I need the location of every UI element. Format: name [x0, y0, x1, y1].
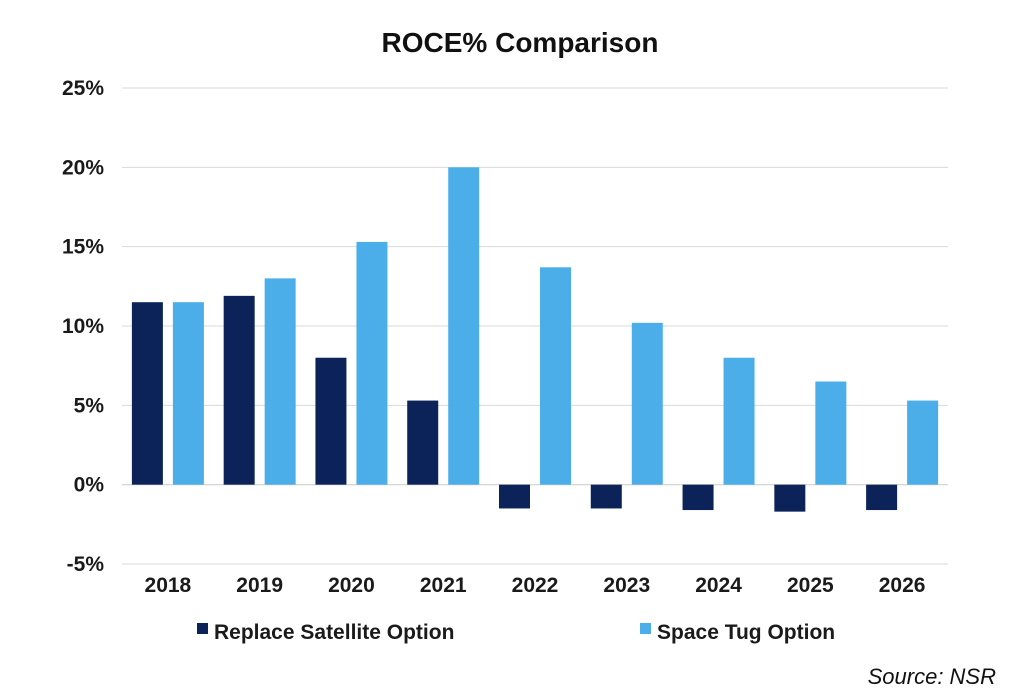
bar-space-tug-2022	[540, 267, 571, 485]
y-tick-label: 0%	[74, 474, 105, 497]
x-tick-label: 2023	[603, 574, 650, 597]
bar-space-tug-2026	[907, 400, 939, 485]
bar-replace-satellite-2022	[499, 484, 530, 509]
legend-swatch	[197, 623, 208, 634]
gridlines	[122, 87, 948, 565]
bar-space-tug-2023	[631, 322, 663, 485]
bar-replace-satellite-2021	[407, 400, 439, 485]
y-tick-label: 15%	[62, 236, 104, 259]
x-tick-label: 2026	[879, 574, 926, 597]
x-tick-label: 2024	[695, 574, 742, 597]
bar-replace-satellite-2023	[590, 484, 622, 509]
x-tick-label: 2022	[512, 574, 559, 597]
legend: Replace Satellite Option Space Tug Option	[197, 621, 835, 644]
x-tick-label: 2018	[145, 574, 192, 597]
y-tick-label: 10%	[62, 315, 104, 338]
bar-space-tug-2025	[815, 381, 847, 485]
source-note: Source: NSR	[867, 664, 996, 689]
x-tick-label: 2019	[236, 574, 283, 597]
legend-label: Replace Satellite Option	[214, 621, 454, 644]
bar-replace-satellite-2026	[866, 484, 898, 511]
bar-space-tug-2020	[356, 241, 388, 485]
x-tick-label: 2021	[420, 574, 467, 597]
bar-space-tug-2024	[723, 357, 755, 485]
bar-space-tug-2018	[172, 302, 204, 485]
y-tick-label: 5%	[74, 394, 105, 417]
legend-item: Space Tug Option	[640, 621, 835, 644]
bar-replace-satellite-2025	[774, 484, 806, 512]
bar-replace-satellite-2020	[315, 357, 347, 485]
x-tick-label: 2020	[328, 574, 375, 597]
y-tick-label: -5%	[67, 553, 105, 576]
bar-replace-satellite-2019	[223, 295, 255, 485]
y-tick-label: 25%	[62, 77, 104, 100]
chart-title: ROCE% Comparison	[382, 27, 659, 58]
bar-space-tug-2019	[264, 278, 296, 485]
bar-replace-satellite-2024	[682, 484, 714, 511]
legend-item: Replace Satellite Option	[197, 621, 454, 644]
y-tick-label: 20%	[62, 156, 104, 179]
legend-swatch	[640, 623, 651, 634]
bar-space-tug-2021	[448, 167, 480, 485]
legend-label: Space Tug Option	[657, 621, 835, 644]
bars	[131, 167, 939, 512]
bar-replace-satellite-2018	[131, 302, 163, 485]
x-tick-label: 2025	[787, 574, 834, 597]
y-axis-ticks: -5% 0% 5% 10% 15% 20% 25%	[62, 77, 104, 576]
x-axis-ticks: 2018 2019 2020 2021 2022 2023 2024 2025 2026	[145, 574, 926, 597]
